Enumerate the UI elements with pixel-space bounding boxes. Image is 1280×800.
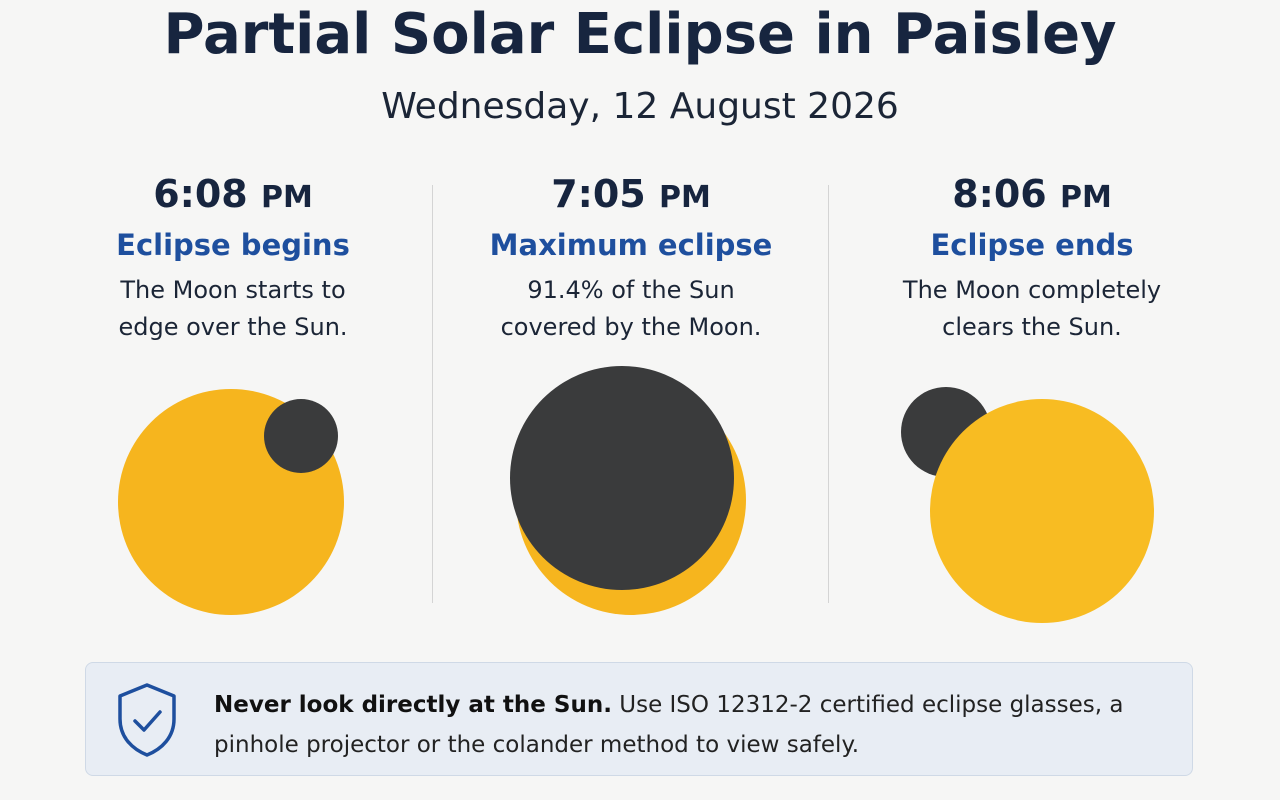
phase-description: The Moon completely clears the Sun.	[902, 276, 1162, 341]
time-period: PM	[1059, 180, 1112, 215]
divider	[828, 185, 829, 603]
warning-body: Use ISO 12312-2 certified eclipse glasse…	[214, 692, 1124, 758]
phase-time: 6:08 PM	[33, 172, 433, 216]
sun	[930, 399, 1154, 623]
time-value: 8:06	[952, 172, 1047, 216]
phase-time: 8:06 PM	[832, 172, 1232, 216]
phase: 8:06 PM Eclipse ends The Moon completely c…	[832, 172, 1232, 346]
phase: 6:08 PM Eclipse begins The Moon starts to …	[33, 172, 433, 346]
moon	[510, 366, 734, 590]
phase-heading: Eclipse ends	[930, 228, 1134, 262]
warning-bold: Never look directly at the Sun.	[214, 692, 612, 718]
warning-text: Never look directly at the Sun. Use ISO …	[214, 685, 1174, 765]
phase-heading: Eclipse begins	[116, 228, 350, 262]
warning-box: Never look directly at the Sun. Use ISO …	[85, 662, 1193, 776]
phase-heading: Maximum eclipse	[489, 228, 773, 262]
time-period: PM	[658, 180, 711, 215]
eclipse-illustrations	[118, 366, 1154, 623]
subtitle: Wednesday, 12 August 2026	[381, 86, 899, 127]
title: Partial Solar Eclipse in Paisley	[163, 2, 1117, 67]
moon	[264, 399, 338, 473]
phase-description: The Moon starts to edge over the Sun.	[118, 276, 348, 341]
phase-time: 7:05 PM	[431, 172, 831, 216]
divider	[432, 185, 433, 603]
time-period: PM	[260, 180, 313, 215]
time-value: 6:08	[153, 172, 248, 216]
phase: 7:05 PM Maximum eclipse 91.4% of the Sun c…	[431, 172, 831, 346]
phase-description: 91.4% of the Sun covered by the Moon.	[500, 276, 762, 341]
shield-icon	[118, 683, 176, 757]
time-value: 7:05	[551, 172, 646, 216]
